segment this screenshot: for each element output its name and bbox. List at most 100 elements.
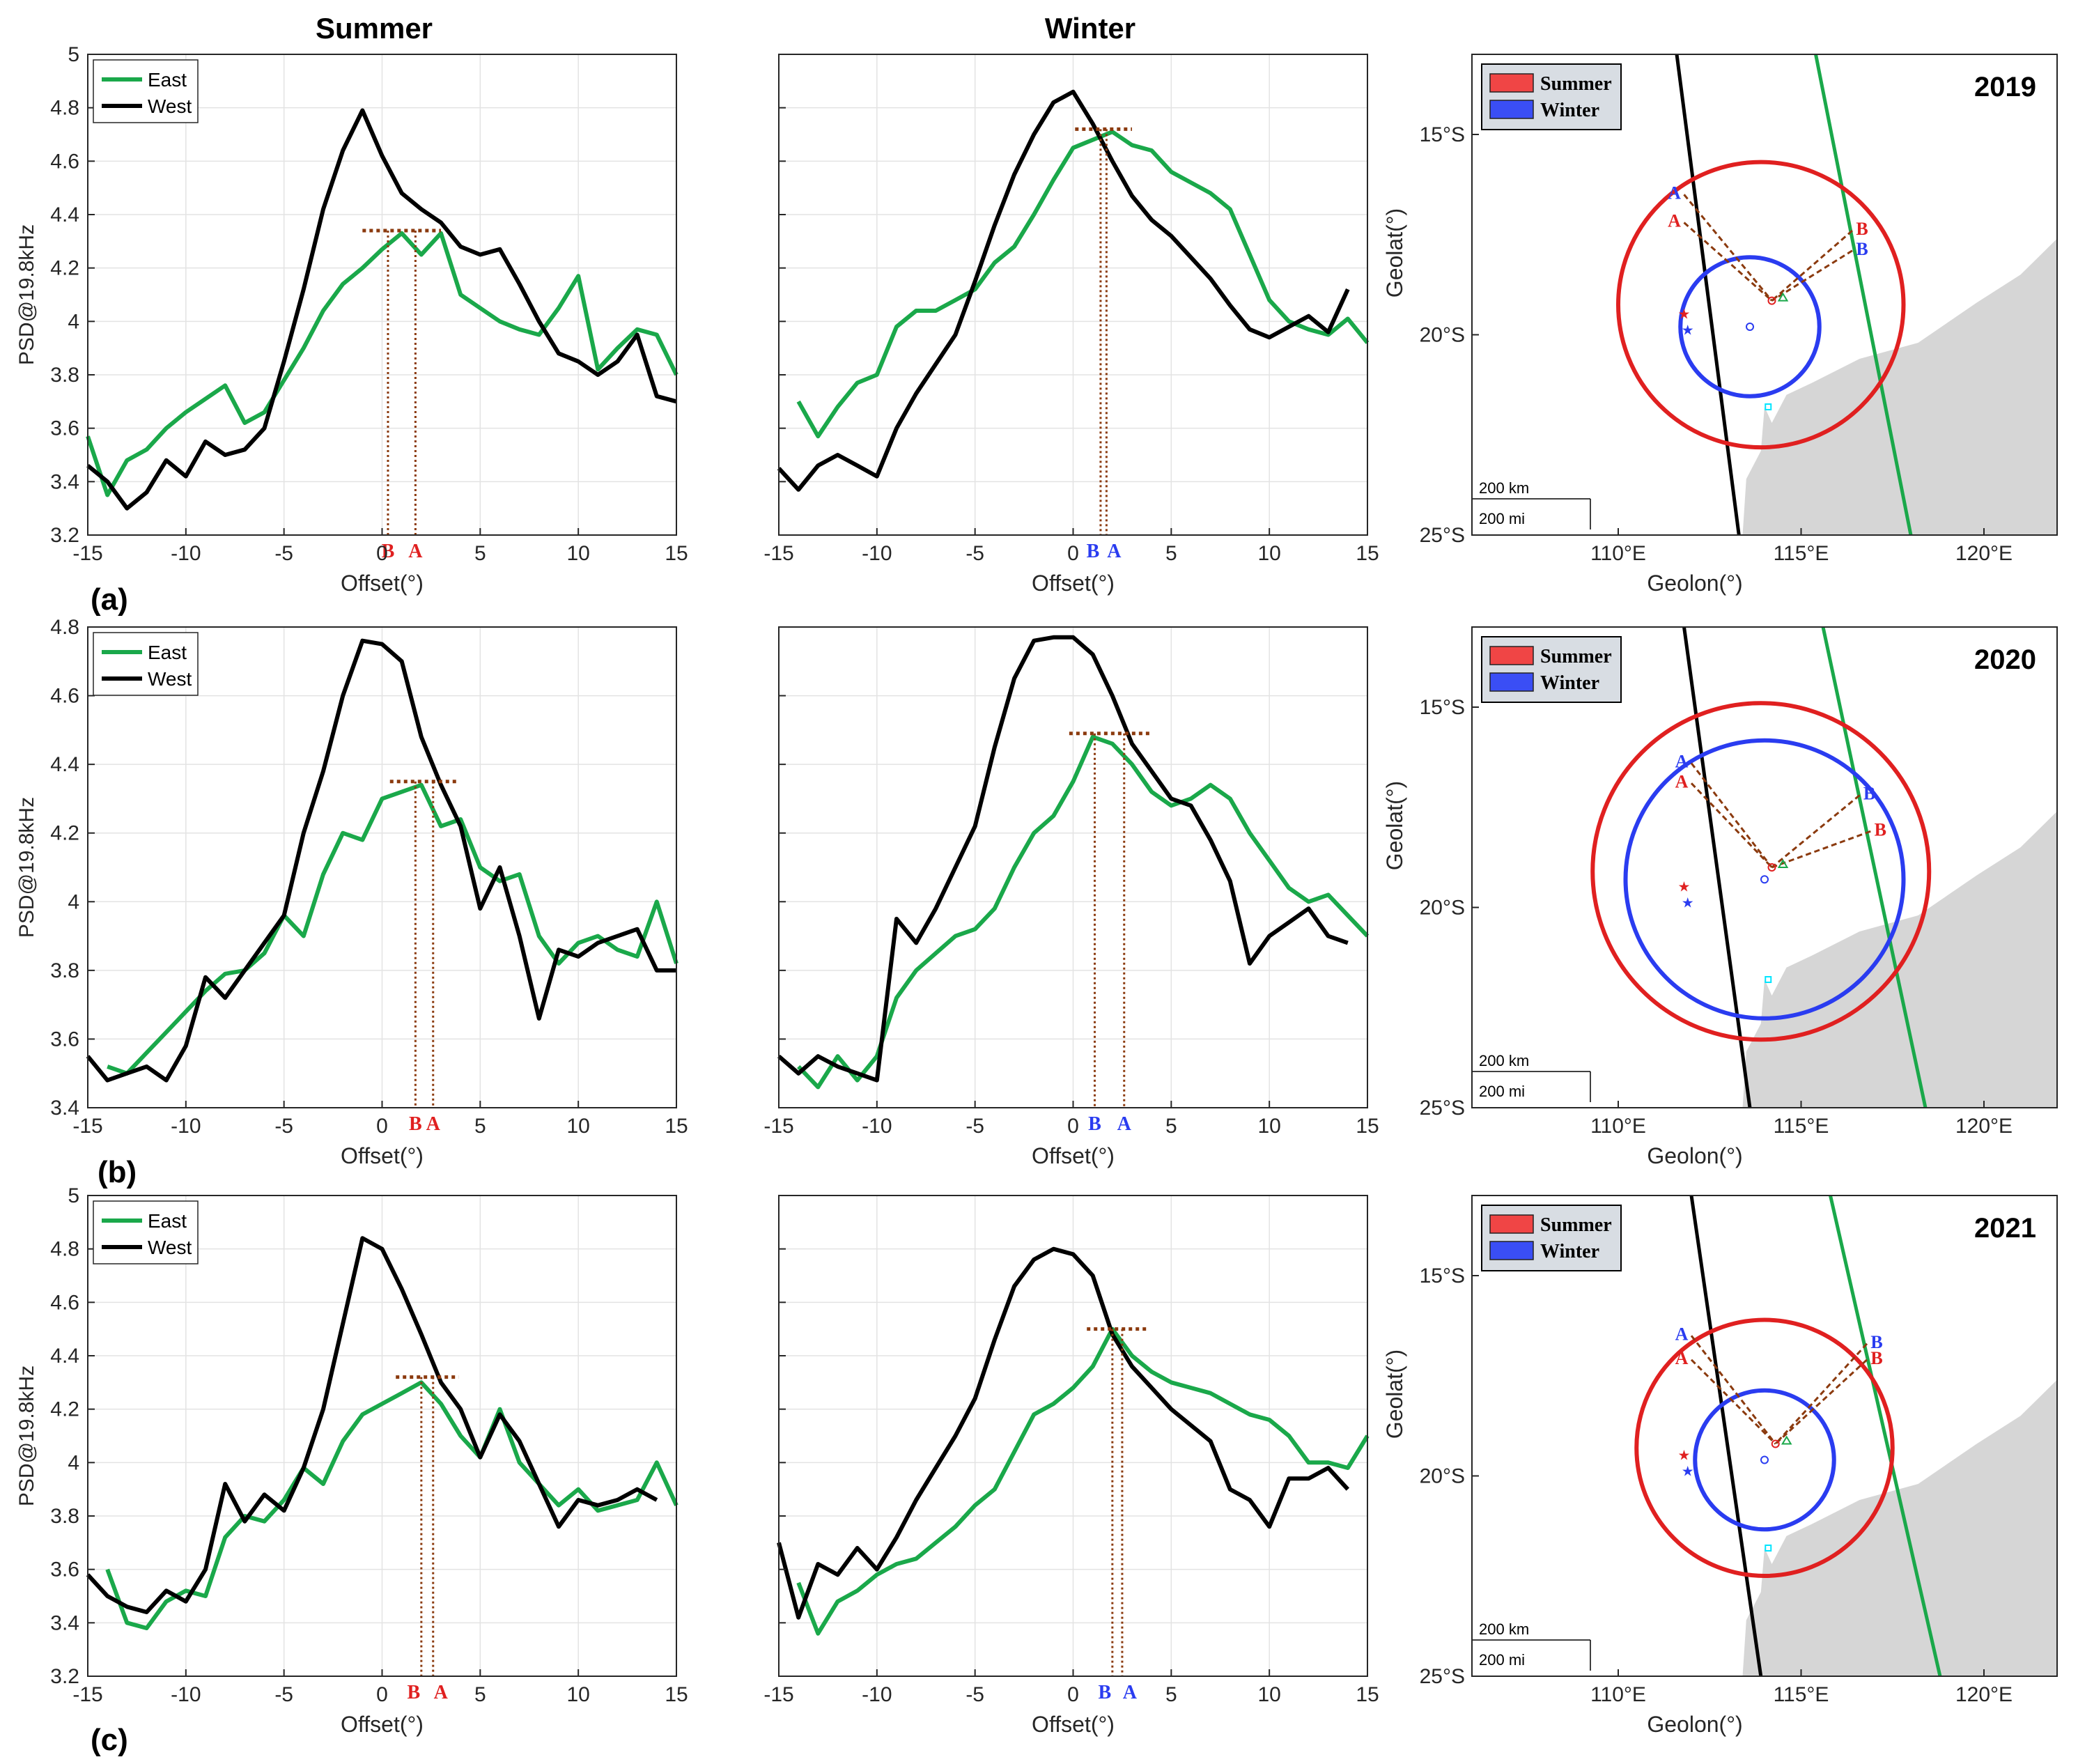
x-tick-label: -15: [72, 1683, 102, 1706]
star-winter: ★: [1682, 1464, 1694, 1480]
y-tick-label: 4.6: [50, 150, 79, 173]
x-tick-label: -5: [966, 542, 984, 565]
winter-circle: [1623, 738, 1906, 1021]
y-tick-label: 4: [68, 310, 79, 333]
series-west-line: [86, 1236, 658, 1614]
scale-km-label: 200 km: [1479, 1052, 1529, 1069]
legend-east-label: East: [148, 642, 187, 663]
y-tick-label: 4.4: [50, 1345, 79, 1368]
legend-summer-label: Summer: [1540, 1214, 1612, 1236]
station-square: [1765, 976, 1772, 983]
y-tick-label: 3.4: [50, 1097, 79, 1120]
legend-summer-swatch: [1489, 73, 1534, 93]
x-tick-label: -10: [862, 1683, 892, 1706]
y-tick-label: 4: [68, 1451, 79, 1474]
y-tick-label: 3.2: [50, 1665, 79, 1688]
map-y-tick-label: 25°S: [1420, 1097, 1465, 1120]
legend-west-label: West: [148, 668, 192, 690]
west-track-line: [1689, 1195, 1763, 1677]
label-a_summer: A: [1675, 1348, 1689, 1368]
x-axis-label: Offset(°): [1032, 571, 1115, 596]
legend-east-label: East: [148, 1210, 187, 1232]
x-tick-label: 15: [1356, 1683, 1379, 1706]
label-a_winter: A: [1675, 1324, 1689, 1344]
map-2019: AA BB ★★ 200 km 200 mi Summer Winter 2019 110°E 1…: [1382, 54, 2058, 596]
summer-center: [1771, 1439, 1780, 1448]
map-x-tick-label: 120°E: [1955, 1683, 2013, 1706]
summer-circle: [1634, 1317, 1895, 1578]
series-east-line: [797, 734, 1370, 1090]
y-tick-label: 3.2: [50, 524, 79, 547]
y-tick-label: 5: [68, 1184, 79, 1207]
east-track-line: [1814, 54, 1913, 536]
marker-a-label: A: [1123, 1682, 1138, 1703]
connector-b_winter: [1771, 794, 1861, 869]
marker-a-label: A: [434, 1682, 449, 1703]
map-x-axis-label: Geolon(°): [1647, 1143, 1742, 1168]
legend-winter-swatch: [1489, 100, 1534, 119]
label-b_winter: B: [1856, 239, 1868, 259]
label-a_winter: A: [1675, 752, 1689, 772]
map-year-label: 2020: [1974, 644, 2036, 675]
legend-winter-label: Winter: [1540, 100, 1599, 121]
summer-circle: [1590, 701, 1932, 1042]
legend-winter-swatch: [1489, 672, 1534, 692]
y-tick-label: 4.8: [50, 97, 79, 120]
y-tick-label: 4: [68, 890, 79, 913]
x-tick-label: 5: [474, 1115, 486, 1138]
winter-circle: [1678, 255, 1822, 399]
connector-a_winter: [1690, 762, 1773, 868]
series-west-line: [777, 89, 1350, 492]
x-tick-label: 10: [566, 1115, 589, 1138]
legend-summer-swatch: [1489, 646, 1534, 665]
west-track-line: [1675, 54, 1741, 536]
chart-summer-b: AB -15 -10 -5 0 5 10 15 Offset(°) 3.4 3.6 3.8 4 4.2 4.…: [15, 616, 688, 1168]
map-y-tick-label: 15°S: [1420, 1264, 1465, 1287]
land-mass: [1742, 1379, 2057, 1676]
map-x-axis-label: Geolon(°): [1647, 571, 1742, 596]
map-x-tick-label: 115°E: [1774, 1683, 1829, 1706]
y-axis-label: PSD@19.8kHz: [15, 1365, 38, 1506]
map-2020: AA BB ★★ 200 km 200 mi Summer Winter 2020 110°E 1…: [1382, 626, 2058, 1168]
land-mass: [1742, 811, 2057, 1108]
x-tick-label: -15: [72, 1115, 102, 1138]
legend-box: [93, 59, 199, 123]
y-tick-label: 4.2: [50, 822, 79, 845]
series-east-line: [796, 1326, 1370, 1636]
x-tick-label: 0: [1067, 1683, 1079, 1706]
x-tick-label: 10: [566, 1683, 589, 1706]
x-axis-label: Offset(°): [1032, 1143, 1115, 1168]
x-tick-label: 0: [376, 1115, 388, 1138]
x-tick-label: 15: [1356, 542, 1379, 565]
y-tick-label: 4.2: [50, 1398, 79, 1421]
x-tick-label: 5: [1165, 1115, 1177, 1138]
star-summer: ★: [1678, 880, 1691, 895]
connector-a_winter: [1683, 194, 1773, 302]
map-legend: Summer Winter: [1481, 63, 1622, 130]
winter-circle: [1693, 1388, 1836, 1532]
map-y-tick-label: 25°S: [1420, 524, 1465, 547]
legend: East West: [93, 632, 199, 696]
x-tick-label: -10: [862, 1115, 892, 1138]
label-b_summer: B: [1875, 819, 1886, 840]
y-tick-label: 3.8: [50, 364, 79, 387]
y-tick-label: 5: [68, 43, 79, 66]
y-tick-label: 3.6: [50, 417, 79, 440]
map-x-tick-label: 115°E: [1774, 542, 1829, 565]
x-tick-label: -10: [171, 1115, 201, 1138]
y-axis-label: PSD@19.8kHz: [15, 224, 38, 365]
legend-west-label: West: [148, 95, 192, 117]
map-x-tick-label: 110°E: [1590, 1115, 1646, 1138]
connector-a_summer: [1690, 1359, 1776, 1445]
label-a_summer: A: [1675, 771, 1689, 791]
marker-b-label: B: [382, 541, 395, 562]
x-tick-label: -15: [763, 542, 793, 565]
star-summer: ★: [1678, 307, 1691, 323]
star-winter: ★: [1682, 896, 1694, 911]
map-x-tick-label: 110°E: [1590, 1683, 1646, 1706]
chart-summer-c: AB -15 -10 -5 0 5 10 15 Offset(°) 3.2 3.4 3.6 3.8 4 4.…: [15, 1184, 688, 1737]
land-mass: [1742, 238, 2057, 535]
x-tick-label: -10: [171, 542, 201, 565]
x-tick-label: -5: [274, 542, 293, 565]
map-year-label: 2019: [1974, 72, 2036, 102]
